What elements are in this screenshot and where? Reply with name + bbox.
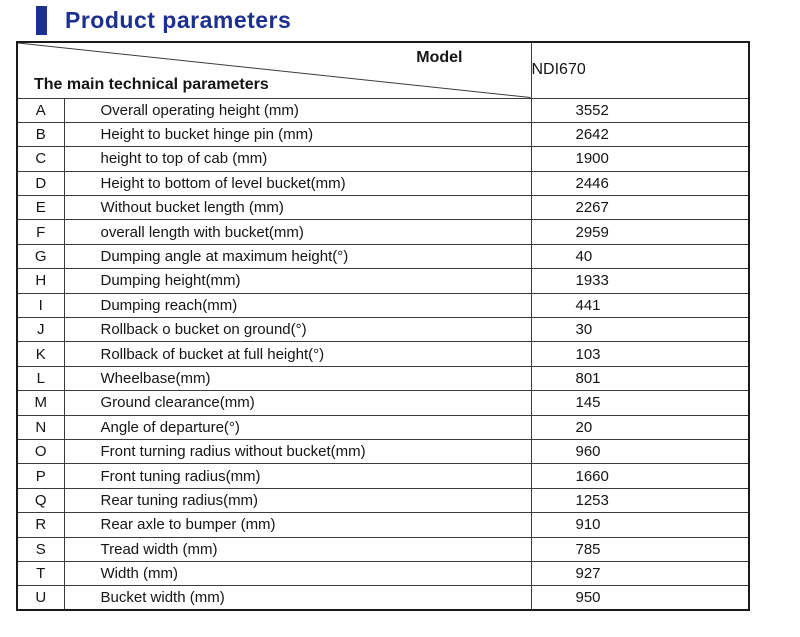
row-value-cell: 3552	[530, 97, 750, 123]
table-row: I Dumping reach(mm) 441	[16, 292, 750, 319]
row-value-cell: 910	[530, 512, 750, 538]
row-value-cell: 40	[530, 243, 750, 270]
parameters-header-label: The main technical parameters	[34, 75, 269, 93]
row-parameter-cell: Tread width (mm)	[63, 536, 532, 562]
row-value-cell: 103	[530, 341, 750, 367]
row-parameter-cell: Wheelbase(mm)	[63, 365, 532, 392]
row-parameter-cell: Bucket width (mm)	[63, 585, 532, 611]
table-row: K Rollback of bucket at full height(°) 103	[16, 341, 750, 367]
row-letter-cell: H	[16, 268, 65, 294]
row-parameter-cell: Dumping height(mm)	[63, 268, 532, 294]
table-row: J Rollback o bucket on ground(°) 30	[16, 317, 750, 343]
row-parameter-cell: Ground clearance(mm)	[63, 390, 532, 416]
row-value-cell: 2446	[530, 170, 750, 197]
row-parameter-cell: Height to bucket hinge pin (mm)	[63, 121, 532, 148]
parameters-table-head: Model The main technical parameters NDI6…	[16, 41, 750, 99]
table-row: S Tread width (mm) 785	[16, 536, 750, 562]
row-value-cell: 801	[530, 365, 750, 392]
row-value-cell: 785	[530, 536, 750, 562]
row-parameter-cell: Angle of departure(°)	[63, 414, 532, 440]
row-letter-cell: A	[16, 97, 65, 123]
row-letter-cell: U	[16, 585, 65, 611]
row-value-cell: 1660	[530, 463, 750, 489]
row-value-cell: 145	[530, 390, 750, 416]
row-parameter-cell: Overall operating height (mm)	[63, 97, 532, 123]
model-header-label: Model	[416, 49, 463, 66]
row-value-cell: 441	[530, 292, 750, 319]
row-letter-cell: T	[16, 560, 65, 587]
row-letter-cell: I	[16, 292, 65, 319]
row-value-cell: 20	[530, 414, 750, 440]
row-letter-cell: L	[16, 365, 65, 392]
row-parameter-cell: Dumping angle at maximum height(°)	[63, 243, 532, 270]
row-letter-cell: B	[16, 121, 65, 148]
row-letter-cell: Q	[16, 487, 65, 514]
row-letter-cell: R	[16, 512, 65, 538]
row-value-cell: 1253	[530, 487, 750, 514]
model-name-cell: NDI670	[530, 41, 750, 99]
row-letter-cell: C	[16, 146, 65, 172]
row-value-cell: 927	[530, 560, 750, 587]
row-letter-cell: J	[16, 317, 65, 343]
row-parameter-cell: Front turning radius without bucket(mm)	[63, 438, 532, 465]
header-row: Model The main technical parameters NDI6…	[16, 41, 750, 99]
title-accent-bar-icon	[36, 6, 47, 35]
table-row: U Bucket width (mm) 950	[16, 585, 750, 611]
table-row: O Front turning radius without bucket(mm)…	[16, 438, 750, 465]
diagonal-header-cell: Model The main technical parameters	[16, 41, 532, 99]
row-value-cell: 1900	[530, 146, 750, 172]
row-letter-cell: G	[16, 243, 65, 270]
table-row: T Width (mm) 927	[16, 560, 750, 587]
row-value-cell: 1933	[530, 268, 750, 294]
row-letter-cell: P	[16, 463, 65, 489]
row-value-cell: 2267	[530, 195, 750, 221]
row-value-cell: 30	[530, 317, 750, 343]
row-letter-cell: S	[16, 536, 65, 562]
table-row: B Height to bucket hinge pin (mm) 2642	[16, 121, 750, 148]
row-parameter-cell: height to top of cab (mm)	[63, 146, 532, 172]
row-parameter-cell: Without bucket length (mm)	[63, 195, 532, 221]
row-value-cell: 2959	[530, 219, 750, 245]
page-header: Product parameters	[36, 5, 291, 35]
row-parameter-cell: overall length with bucket(mm)	[63, 219, 532, 245]
diagonal-divider-line	[18, 43, 531, 98]
row-parameter-cell: Width (mm)	[63, 560, 532, 587]
table-row: N Angle of departure(°) 20	[16, 414, 750, 440]
table-row: M Ground clearance(mm) 145	[16, 390, 750, 416]
row-letter-cell: O	[16, 438, 65, 465]
row-parameter-cell: Rollback of bucket at full height(°)	[63, 341, 532, 367]
row-value-cell: 2642	[530, 121, 750, 148]
table-row: Q Rear tuning radius(mm) 1253	[16, 487, 750, 514]
row-letter-cell: E	[16, 195, 65, 221]
table-row: E Without bucket length (mm) 2267	[16, 195, 750, 221]
table-row: L Wheelbase(mm) 801	[16, 365, 750, 392]
row-value-cell: 960	[530, 438, 750, 465]
table-row: G Dumping angle at maximum height(°) 40	[16, 243, 750, 270]
row-parameter-cell: Rear axle to bumper (mm)	[63, 512, 532, 538]
row-value-cell: 950	[530, 585, 750, 611]
parameters-table-body: A Overall operating height (mm) 3552 B Heigh…	[16, 97, 750, 611]
row-parameter-cell: Height to bottom of level bucket(mm)	[63, 170, 532, 197]
page-title: Product parameters	[65, 6, 292, 33]
table-row: A Overall operating height (mm) 3552	[16, 97, 750, 123]
table-row: P Front tuning radius(mm) 1660	[16, 463, 750, 489]
parameters-table: Model The main technical parameters NDI6…	[16, 41, 750, 612]
row-parameter-cell: Dumping reach(mm)	[63, 292, 532, 319]
row-letter-cell: N	[16, 414, 65, 440]
row-letter-cell: M	[16, 390, 65, 416]
row-letter-cell: D	[16, 170, 65, 197]
table-row: H Dumping height(mm) 1933	[16, 268, 750, 294]
table-row: D Height to bottom of level bucket(mm) 244…	[16, 170, 750, 197]
row-parameter-cell: Front tuning radius(mm)	[63, 463, 532, 489]
table-row: R Rear axle to bumper (mm) 910	[16, 512, 750, 538]
row-parameter-cell: Rear tuning radius(mm)	[63, 487, 532, 514]
row-letter-cell: F	[16, 219, 65, 245]
row-letter-cell: K	[16, 341, 65, 367]
row-parameter-cell: Rollback o bucket on ground(°)	[63, 317, 532, 343]
